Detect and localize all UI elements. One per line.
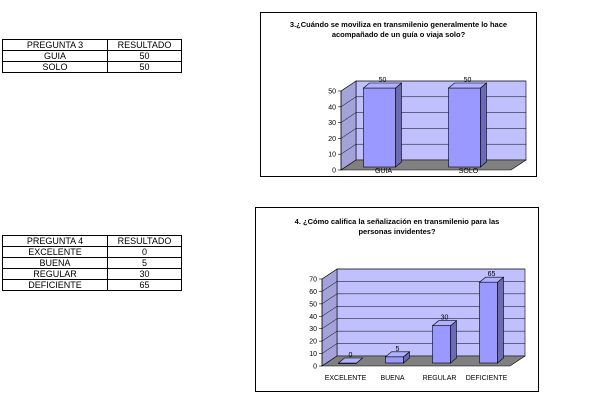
y-tick-label: 40	[328, 104, 336, 111]
gridline	[321, 293, 525, 305]
x-tick-label: GUIA	[375, 168, 392, 175]
bar-side	[450, 320, 457, 364]
table-row: REGULAR 30	[2, 268, 182, 280]
side-wall	[340, 80, 357, 171]
gridline	[321, 268, 525, 280]
bar-side	[497, 276, 504, 364]
x-tick-label: REGULAR	[423, 375, 457, 382]
bar-top	[478, 276, 505, 283]
floor	[321, 355, 526, 367]
gridline	[340, 80, 526, 92]
data-label: 50	[379, 77, 387, 84]
y-tick-label: 50	[328, 89, 336, 96]
y-tick-label: 20	[328, 136, 336, 143]
table-cell: 5	[107, 257, 182, 269]
chart-title: 3.¿Cuándo se moviliza en transmilenio ge…	[289, 20, 508, 39]
table-header-row: PREGUNTA 3 RESULTADO	[2, 39, 182, 51]
bar-side	[480, 82, 487, 168]
data-label: 5	[396, 346, 400, 353]
bar	[385, 356, 404, 364]
table-row: BUENA 5	[2, 257, 182, 269]
table-header-cell: RESULTADO	[107, 39, 182, 51]
bar	[448, 87, 481, 168]
y-tick-label: 40	[309, 314, 317, 321]
chart-plot-area: 0 10 20 30 40 50 50 GUIA 50 SOLO	[328, 77, 527, 175]
chart-pregunta-4: 4. ¿Cómo califica la señalización en tra…	[255, 207, 539, 392]
table-cell: 0	[107, 246, 182, 258]
table-cell: SOLO	[2, 61, 108, 73]
table-cell: REGULAR	[2, 268, 108, 280]
chart-title: 4. ¿Cómo califica la señalización en tra…	[294, 217, 500, 236]
chart-pregunta-3: 3.¿Cuándo se moviliza en transmilenio ge…	[260, 12, 537, 177]
y-tick-label: 10	[328, 152, 336, 159]
data-label: 0	[349, 352, 353, 359]
y-tick-label: 30	[328, 120, 336, 127]
table-header-cell: PREGUNTA 4	[2, 235, 108, 247]
y-tick-label: 10	[309, 351, 317, 358]
y-tick-label: 30	[309, 326, 317, 333]
x-tick-label: EXCELENTE	[325, 375, 367, 382]
gridline	[321, 330, 525, 342]
gridline	[321, 318, 525, 329]
gridline	[321, 281, 525, 292]
table-header-cell: RESULTADO	[107, 235, 182, 247]
y-tick-label: 50	[309, 301, 317, 308]
bar-top	[447, 82, 488, 89]
table-cell: DEFICIENTE	[2, 279, 108, 291]
bar	[363, 87, 396, 168]
chart-plot-area: 0 10 20 30 40 50 60 70 0 EXCELENTE 5 BUENA 30 REGULAR…	[309, 268, 526, 382]
y-tick-label: 60	[309, 289, 317, 296]
table-row: EXCELENTE 0	[2, 246, 182, 258]
data-label: 30	[441, 315, 449, 322]
y-tick-label: 0	[313, 364, 317, 371]
x-tick-label: DEFICIENTE	[466, 375, 508, 382]
bar-top	[337, 357, 364, 364]
data-label: 65	[488, 271, 496, 278]
data-label: 50	[464, 77, 472, 84]
table-cell: BUENA	[2, 257, 108, 269]
bar-side	[395, 82, 402, 168]
side-wall	[321, 268, 338, 367]
results-table-3: PREGUNTA 3 RESULTADO GUIA 50 SOLO 50	[2, 39, 182, 73]
table-row: DEFICIENTE 65	[2, 279, 182, 291]
table-header-row: PREGUNTA 4 RESULTADO	[2, 235, 182, 247]
results-table-4: PREGUNTA 4 RESULTADO EXCELENTE 0 BUENA 5…	[2, 235, 182, 291]
y-tick-label: 70	[309, 277, 317, 284]
x-tick-label: BUENA	[380, 375, 404, 382]
bar-top	[431, 320, 458, 327]
table-header-cell: PREGUNTA 3	[2, 39, 108, 51]
bar	[432, 325, 451, 364]
bar-top	[362, 82, 403, 89]
x-tick-label: SOLO	[459, 168, 479, 175]
table-cell: 50	[107, 61, 182, 73]
table-cell: 65	[107, 279, 182, 291]
gridline	[321, 343, 525, 354]
table-row: GUIA 50	[2, 50, 182, 62]
table-cell: GUIA	[2, 50, 108, 62]
bar-top	[384, 351, 411, 358]
bar	[479, 281, 498, 364]
gridline	[321, 306, 525, 317]
table-row: SOLO 50	[2, 61, 182, 73]
table-cell: EXCELENTE	[2, 246, 108, 258]
table-cell: 50	[107, 50, 182, 62]
y-tick-label: 20	[309, 339, 317, 346]
y-tick-label: 0	[332, 168, 336, 175]
table-cell: 30	[107, 268, 182, 280]
